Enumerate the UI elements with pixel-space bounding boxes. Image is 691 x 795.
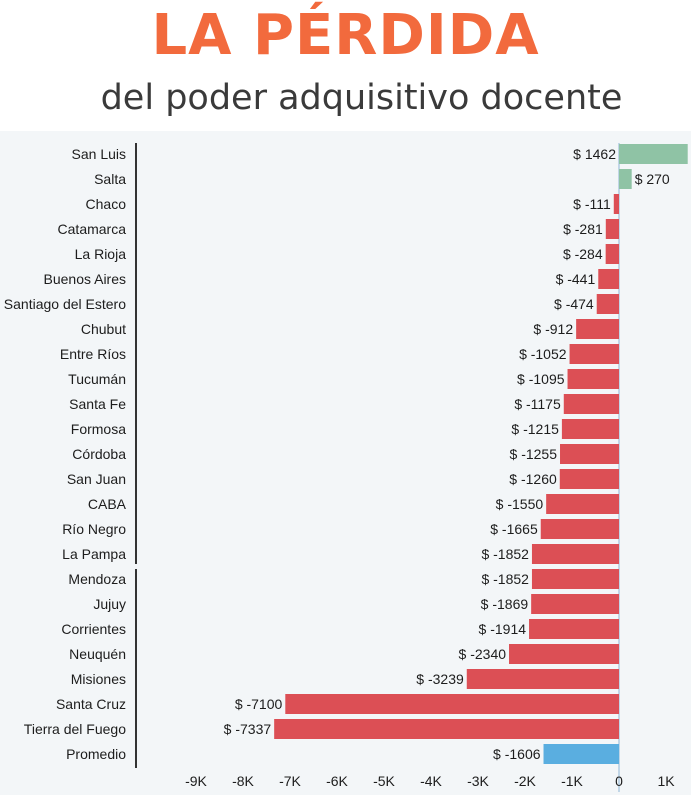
bar-13 [560, 444, 619, 464]
bar-14 [559, 469, 619, 489]
value-label: $ -1052 [519, 346, 567, 362]
value-label: $ -1914 [479, 621, 527, 637]
x-tick-label: -5K [373, 773, 395, 789]
bar-18 [531, 569, 619, 589]
x-tick-label: -8K [232, 773, 254, 789]
value-label: $ -1175 [514, 396, 561, 412]
value-label: $ -7337 [224, 721, 272, 737]
x-tick-label: 0 [615, 773, 623, 789]
category-label: Mendoza [68, 571, 126, 587]
bar-21 [509, 644, 619, 664]
category-label: La Pampa [62, 546, 126, 562]
bar-19 [531, 594, 619, 614]
x-tick-label: -7K [279, 773, 301, 789]
value-label: $ -1852 [481, 546, 529, 562]
category-label: San Juan [67, 471, 126, 487]
category-label: Chaco [86, 196, 127, 212]
value-label: $ -111 [573, 196, 611, 212]
category-label: Santiago del Estero [4, 296, 126, 312]
value-label: $ -284 [563, 246, 603, 262]
bar-9 [569, 344, 619, 364]
category-label: Formosa [71, 421, 126, 437]
value-label: $ -1606 [493, 746, 541, 762]
category-label: Corrientes [61, 621, 126, 637]
chart-subtitle: del poder adquisitivo docente [100, 78, 623, 118]
bar-25 [543, 744, 619, 764]
x-tick-label: -3K [467, 773, 489, 789]
category-label: Río Negro [62, 521, 126, 537]
category-label: Jujuy [93, 596, 126, 612]
x-tick-label: -1K [561, 773, 583, 789]
bar-22 [466, 669, 619, 689]
category-label: Santa Fe [69, 396, 126, 412]
x-tick-label: -2K [514, 773, 536, 789]
category-label: La Rioja [75, 246, 127, 262]
value-label: $ -441 [556, 271, 596, 287]
category-label: Misiones [71, 671, 126, 687]
bar-11 [563, 394, 619, 414]
value-label: $ -1095 [517, 371, 565, 387]
value-label: $ -7100 [235, 696, 283, 712]
category-label: Tierra del Fuego [24, 721, 126, 737]
value-label: $ -281 [563, 221, 603, 237]
bar-17 [531, 544, 619, 564]
value-label: $ -3239 [416, 671, 464, 687]
category-label: Neuquén [69, 646, 126, 662]
category-label: Catamarca [58, 221, 127, 237]
category-label: Entre Ríos [60, 346, 126, 362]
bar-8 [576, 319, 619, 339]
bar-5 [605, 244, 619, 264]
bar-20 [529, 619, 619, 639]
category-label: Tucumán [68, 371, 126, 387]
category-label: Córdoba [72, 446, 126, 462]
x-tick-label: -9K [185, 773, 207, 789]
value-label: $ -1852 [481, 571, 529, 587]
value-label: $ -1255 [510, 446, 558, 462]
value-label: $ -912 [533, 321, 573, 337]
value-label: $ -1869 [481, 596, 529, 612]
value-label: $ 270 [635, 171, 670, 187]
value-label: $ -2340 [459, 646, 507, 662]
category-label: San Luis [72, 146, 126, 162]
bar-7 [596, 294, 619, 314]
category-label: Chubut [81, 321, 126, 337]
value-label: $ -1665 [490, 521, 538, 537]
bar-12 [561, 419, 619, 439]
bar-1 [619, 144, 688, 164]
category-label: Promedio [66, 746, 126, 762]
value-label: $ -1260 [509, 471, 557, 487]
category-label: CABA [88, 496, 127, 512]
x-tick-label: 1K [657, 773, 675, 789]
bar-24 [274, 719, 619, 739]
category-label: Salta [94, 171, 126, 187]
x-tick-label: -4K [420, 773, 442, 789]
bar-10 [567, 369, 619, 389]
bar-23 [285, 694, 619, 714]
x-tick-label: -6K [326, 773, 348, 789]
bar-4 [605, 219, 619, 239]
value-label: $ -1215 [511, 421, 559, 437]
chart-title: LA PÉRDIDA [151, 3, 540, 68]
bar-2 [619, 169, 632, 189]
bar-16 [540, 519, 619, 539]
value-label: $ -1550 [496, 496, 544, 512]
value-label: $ 1462 [573, 146, 616, 162]
category-label: Santa Cruz [56, 696, 126, 712]
category-label: Buenos Aires [44, 271, 127, 287]
bar-15 [546, 494, 619, 514]
bar-3 [613, 194, 619, 214]
value-label: $ -474 [554, 296, 594, 312]
bar-6 [598, 269, 619, 289]
